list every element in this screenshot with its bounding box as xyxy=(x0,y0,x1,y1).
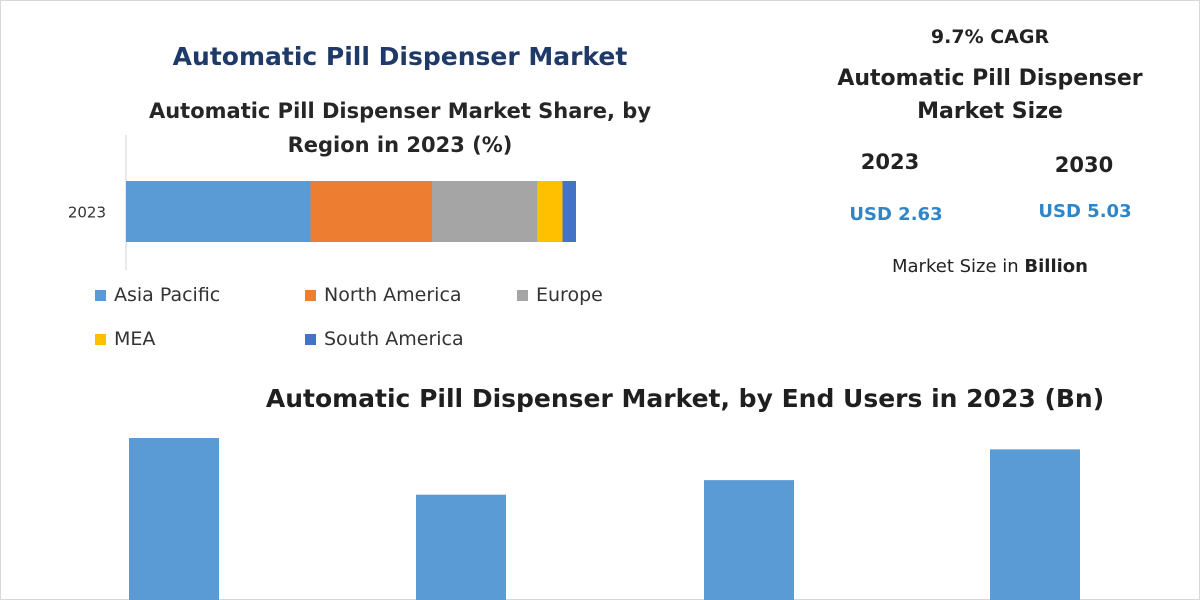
legend-label: Europe xyxy=(536,284,603,306)
region-share-segment-europe xyxy=(432,181,538,242)
legend-swatch xyxy=(95,333,106,345)
region-share-chart: 2023 xyxy=(68,135,576,270)
region-share-legend: Asia Pacific North America Europe MEA South … xyxy=(95,284,655,354)
legend-swatch xyxy=(305,333,316,345)
region-share-category-label: 2023 xyxy=(68,204,106,222)
market-size-unit-note: Market Size in Billion xyxy=(840,256,1140,277)
year-end: 2030 xyxy=(1054,153,1114,177)
legend-label: South America xyxy=(324,328,464,350)
region-share-segment-north-america xyxy=(310,181,432,242)
end-users-bar-4 xyxy=(990,449,1080,600)
cagr-label: 9.7% CAGR xyxy=(930,26,1050,48)
legend-swatch xyxy=(95,289,106,301)
legend-swatch xyxy=(517,289,528,301)
legend-label: Asia Pacific xyxy=(114,284,221,306)
end-users-bar-2 xyxy=(416,494,506,600)
end-users-bar-3 xyxy=(704,480,794,600)
region-share-segment-asia-pacific xyxy=(126,181,311,242)
unit-note-bold: Billion xyxy=(1024,256,1088,277)
legend-item-mea: MEA xyxy=(95,328,155,350)
legend-label: North America xyxy=(324,284,462,306)
market-value-start: USD 2.63 xyxy=(849,204,943,225)
legend-label: MEA xyxy=(114,328,156,350)
end-users-bar-1 xyxy=(129,438,219,600)
legend-item-south-america: South America xyxy=(305,328,464,350)
legend-item-asia-pacific: Asia Pacific xyxy=(95,284,220,306)
market-size-title: Automatic Pill Dispenser Market Size xyxy=(837,66,1143,124)
legend-item-north-america: North America xyxy=(305,284,462,306)
market-value-end: USD 5.03 xyxy=(1038,201,1132,222)
year-start: 2023 xyxy=(860,150,920,174)
unit-note-prefix: Market Size in xyxy=(892,256,1025,277)
end-users-chart xyxy=(129,438,1080,600)
region-share-segment-south-america xyxy=(562,181,576,242)
region-share-chart-title: Automatic Pill Dispenser Market Share, b… xyxy=(148,99,652,157)
end-users-chart-title: Automatic Pill Dispenser Market, by End … xyxy=(265,384,1105,413)
legend-swatch xyxy=(305,289,316,301)
main-title: Automatic Pill Dispenser Market xyxy=(172,42,628,71)
region-share-segment-mea xyxy=(537,181,563,242)
legend-item-europe: Europe xyxy=(517,284,603,306)
